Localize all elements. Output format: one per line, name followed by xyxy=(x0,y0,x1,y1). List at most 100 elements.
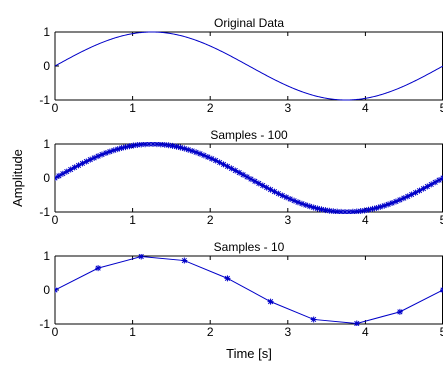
data-point xyxy=(59,170,66,177)
data-point xyxy=(138,254,145,260)
y-tick-label: 0 xyxy=(43,171,50,185)
data-point xyxy=(428,181,435,188)
y-tick-label: 1 xyxy=(43,25,50,39)
series-line xyxy=(55,256,443,324)
data-point xyxy=(436,177,443,184)
data-point xyxy=(197,150,204,157)
data-point xyxy=(416,187,423,194)
data-point xyxy=(149,142,156,148)
data-point xyxy=(220,161,227,168)
data-point xyxy=(83,158,90,165)
data-point xyxy=(396,308,403,315)
data-point xyxy=(361,207,368,214)
data-point xyxy=(106,148,113,155)
data-point xyxy=(432,179,439,186)
data-point xyxy=(334,208,341,214)
data-point xyxy=(240,171,247,178)
data-point xyxy=(208,155,215,162)
data-point xyxy=(279,192,286,199)
data-point xyxy=(255,180,262,187)
data-point xyxy=(157,142,164,148)
data-point xyxy=(302,202,309,209)
data-point xyxy=(189,147,196,154)
data-point xyxy=(114,146,121,153)
data-point xyxy=(396,196,403,203)
data-point xyxy=(173,143,180,150)
data-point xyxy=(228,165,235,172)
data-point xyxy=(200,152,207,159)
series-1 xyxy=(55,142,443,214)
data-point xyxy=(404,193,411,200)
y-tick-label: -1 xyxy=(39,93,50,107)
data-point xyxy=(181,257,188,264)
data-point xyxy=(287,196,294,203)
data-point xyxy=(353,320,360,326)
y-tick-label: -1 xyxy=(39,205,50,219)
x-tick-label: 1 xyxy=(129,213,136,227)
data-point xyxy=(236,169,243,176)
x-tick-label: 2 xyxy=(207,101,214,115)
data-point xyxy=(310,316,317,323)
x-tick-label: 2 xyxy=(207,325,214,339)
x-tick-label: 0 xyxy=(52,101,59,115)
data-point xyxy=(298,200,305,207)
data-point xyxy=(244,173,251,180)
data-point xyxy=(353,208,360,214)
data-point xyxy=(95,265,102,272)
data-point xyxy=(318,206,325,213)
data-point xyxy=(408,191,415,198)
data-point xyxy=(345,208,352,214)
x-tick-label: 5 xyxy=(440,213,443,227)
data-point xyxy=(87,156,94,163)
data-point xyxy=(204,153,211,160)
x-tick-label: 3 xyxy=(284,101,291,115)
x-tick-label: 4 xyxy=(362,101,369,115)
data-point xyxy=(122,144,129,151)
data-point xyxy=(263,184,270,191)
y-tick-label: 1 xyxy=(43,137,50,151)
data-point xyxy=(275,190,282,197)
data-point xyxy=(165,142,172,149)
data-point xyxy=(377,203,384,210)
data-point xyxy=(412,189,419,196)
data-point xyxy=(389,199,396,206)
data-point xyxy=(385,201,392,208)
data-point xyxy=(271,188,278,195)
data-point xyxy=(130,142,137,149)
x-tick-label: 3 xyxy=(284,325,291,339)
data-point xyxy=(294,199,301,206)
data-point xyxy=(75,162,82,169)
subplot-title: Samples - 10 xyxy=(214,240,285,254)
y-axis-label: Amplitude xyxy=(10,149,25,207)
data-point xyxy=(342,208,349,214)
data-point xyxy=(67,166,74,173)
x-tick-label: 1 xyxy=(129,325,136,339)
data-point xyxy=(134,142,141,148)
x-tick-label: 0 xyxy=(52,325,59,339)
data-point xyxy=(63,168,70,175)
data-point xyxy=(349,208,356,214)
data-point xyxy=(153,142,160,148)
data-point xyxy=(216,159,223,166)
data-point xyxy=(110,147,117,154)
data-point xyxy=(267,186,274,193)
data-point xyxy=(267,298,274,305)
data-point xyxy=(338,208,345,214)
data-point xyxy=(400,195,407,202)
series-line xyxy=(55,143,443,213)
data-point xyxy=(247,176,254,183)
x-tick-label: 5 xyxy=(440,101,443,115)
data-point xyxy=(181,145,188,152)
data-point xyxy=(95,153,102,160)
data-point xyxy=(392,198,399,205)
data-point xyxy=(224,275,231,282)
data-point xyxy=(177,144,184,151)
x-axis-label: Time [s] xyxy=(226,346,272,361)
data-point xyxy=(369,205,376,212)
data-point xyxy=(185,146,192,153)
data-point xyxy=(251,178,258,185)
data-point xyxy=(169,142,176,149)
data-point xyxy=(99,151,106,158)
